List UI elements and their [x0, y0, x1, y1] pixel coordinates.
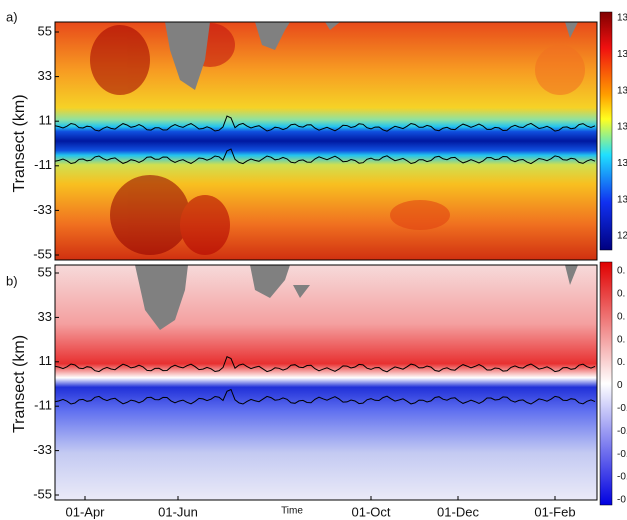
land-mask [165, 22, 578, 90]
plot-frame [54, 21, 598, 261]
colorbar [599, 11, 613, 251]
y-tick-label: 33 [38, 68, 52, 83]
colorbar-label: 13 [617, 85, 627, 96]
colorbar-label: 0. [617, 311, 625, 322]
x-tick-label: 01-Feb [534, 504, 575, 519]
colorbar-label: 0 [617, 380, 623, 391]
heatmap-field [55, 265, 597, 500]
contour-line [54, 115, 596, 132]
x-axis-label: Time [281, 506, 303, 517]
contour-line [54, 148, 596, 165]
y-tick-label: 33 [38, 309, 52, 324]
y-axis-label: Transect (km) [11, 335, 28, 433]
y-tick-label: -55 [33, 486, 52, 501]
land-mask [135, 265, 578, 330]
x-tick-label: 01-Apr [65, 504, 105, 519]
panel-label: b) [6, 273, 18, 288]
colorbar-label: -0. [617, 403, 627, 414]
panel-label: a) [6, 9, 18, 24]
y-tick-label: -11 [34, 398, 52, 413]
y-tick-label: 11 [39, 353, 53, 368]
colorbar-label: -0. [617, 472, 627, 483]
y-tick-label: 55 [38, 23, 52, 38]
x-tick-label: 01-Oct [351, 504, 390, 519]
colorbar-label: 13 [617, 49, 627, 60]
y-tick-label: -55 [33, 246, 52, 261]
colorbar-label: 0. [617, 357, 625, 368]
colorbar-label: 0. [617, 289, 625, 300]
colorbar-label: 0. [617, 334, 625, 345]
x-tick-label: 01-Dec [437, 504, 479, 519]
x-tick-label: 01-Jun [158, 504, 198, 519]
colorbar-label: 0. [617, 266, 625, 277]
colorbar [599, 261, 613, 506]
y-axis-label: Transect (km) [11, 94, 28, 192]
contour-line [54, 356, 596, 373]
y-tick-label: -33 [33, 442, 52, 457]
colorbar-label: 13 [617, 13, 627, 24]
y-tick-label: -33 [33, 202, 52, 217]
contour-line [54, 388, 596, 405]
y-tick-label: -11 [34, 157, 52, 172]
colorbar-label: 12 [617, 231, 627, 242]
plot-frame [54, 264, 598, 501]
colorbar-label: -0. [617, 426, 627, 437]
colorbar-label: -0. [617, 449, 627, 460]
y-tick-label: 55 [38, 264, 52, 279]
colorbar-label: 13 [617, 122, 627, 133]
colorbar-label: 13 [617, 158, 627, 169]
colorbar-label: 13 [617, 194, 627, 205]
colorbar-label: -0 [617, 495, 626, 506]
y-tick-label: 11 [39, 113, 53, 128]
